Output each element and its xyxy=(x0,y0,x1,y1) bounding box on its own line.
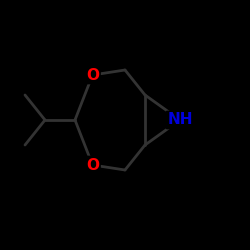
Text: O: O xyxy=(86,158,99,172)
Text: O: O xyxy=(86,68,99,82)
Text: NH: NH xyxy=(167,112,193,128)
